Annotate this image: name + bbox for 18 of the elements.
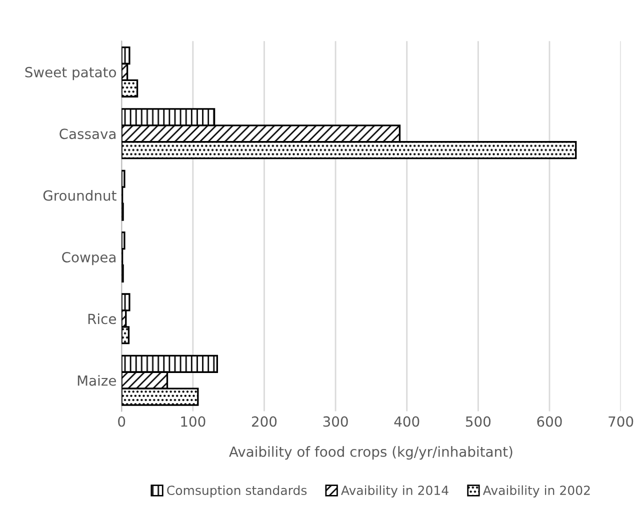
y-tick-label: Cowpea [62, 252, 116, 266]
x-tick-label: 600 [537, 416, 562, 427]
x-tick-label: 200 [252, 416, 277, 427]
x-tick-label: 0 [118, 416, 126, 427]
x-tick-label: 400 [394, 416, 420, 427]
x-tick-label: 700 [608, 416, 634, 427]
y-tick-label: Sweet patato [25, 66, 116, 80]
x-tick-label: 500 [466, 416, 491, 427]
y-tick-label: Cassava [60, 128, 116, 140]
legend-label: Avaibility in 2002 [482, 485, 590, 498]
x-axis-title: Avaibility of food crops (kg/yr/inhabitant) [229, 446, 512, 460]
y-tick-label: Rice [88, 313, 116, 324]
legend-label: Avaibility in 2014 [341, 485, 448, 498]
legend-label: Comsuption standards [167, 485, 307, 498]
y-tick-label: Groundnut [43, 190, 116, 201]
x-tick-label: 100 [181, 416, 206, 427]
x-tick-label: 300 [323, 416, 348, 427]
y-tick-label: Maize [78, 375, 116, 386]
